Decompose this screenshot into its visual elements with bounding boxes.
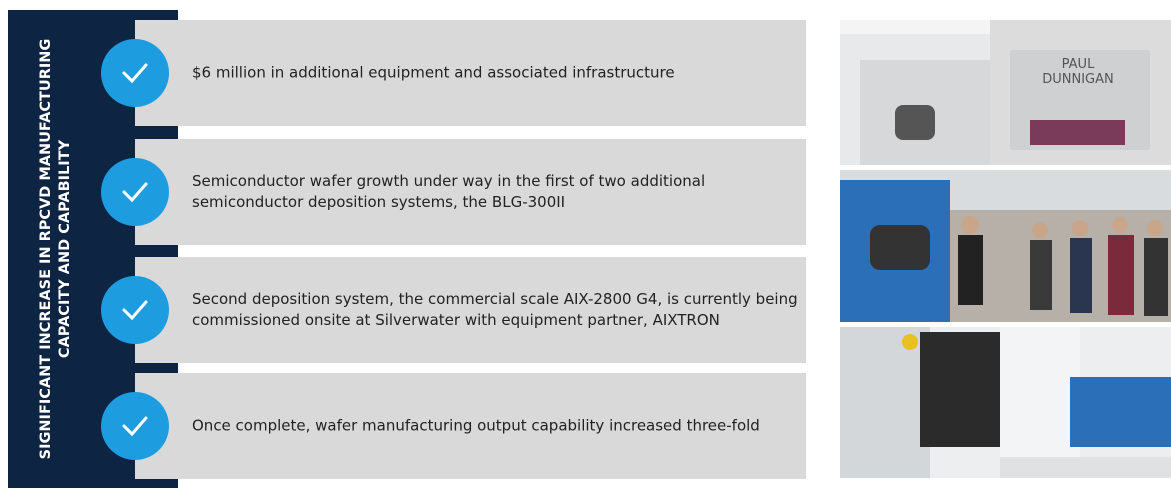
item-text: Once complete, wafer manufacturing outpu… [192,417,760,435]
item-text: commissioned onsite at Silverwater with … [192,311,720,329]
sign-text: DUNNIGAN [1042,72,1114,87]
photo-tour-group [840,170,1171,322]
item-box [135,257,806,363]
check-circle [101,392,169,460]
sidebar-title: CAPACITY AND CAPABILITY [57,139,73,358]
check-circle [101,276,169,344]
photo-cleanroom [840,327,1171,478]
sidebar-title: SIGNIFICANT INCREASE IN RPCVD MANUFACTUR… [38,39,54,460]
check-circle [101,158,169,226]
item-text: Second deposition system, the commercial… [192,290,798,308]
photo-lab-sign: PAUL DUNNIGAN [840,20,1171,165]
item-box [135,139,806,245]
item-text: semiconductor deposition systems, the BL… [192,193,565,211]
slide: $6 million in additional equipment and a… [0,0,1171,488]
sign-text: PAUL [1062,57,1095,72]
check-circle [101,39,169,107]
item-text: Semiconductor wafer growth under way in … [192,172,705,190]
item-text: $6 million in additional equipment and a… [192,64,675,82]
